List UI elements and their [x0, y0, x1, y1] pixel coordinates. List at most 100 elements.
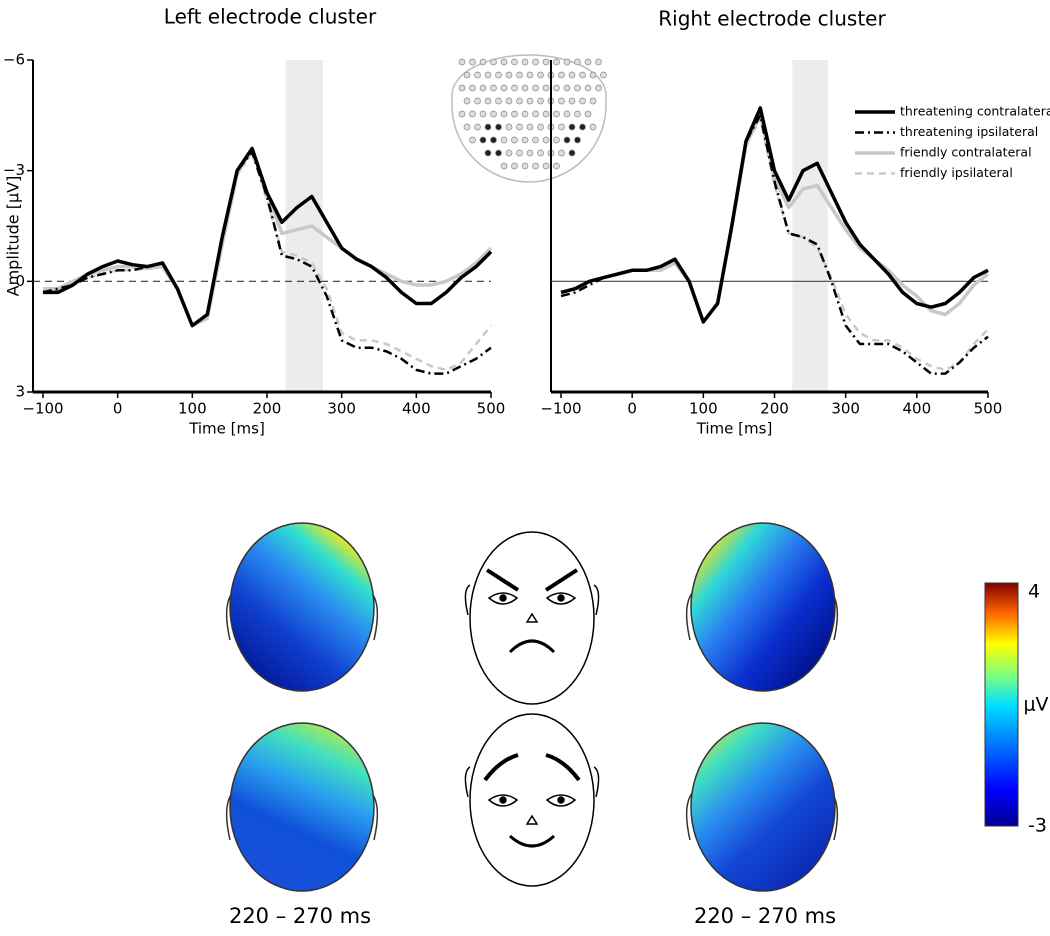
electrode — [553, 136, 560, 144]
electrode — [505, 97, 513, 105]
electrode — [500, 136, 508, 144]
series-line — [43, 150, 492, 372]
legend-label: friendly ipsilateral — [900, 165, 1013, 180]
electrode — [553, 58, 560, 66]
electrode — [495, 71, 502, 79]
chart-title: Right electrode cluster — [658, 7, 886, 31]
electrode — [458, 110, 466, 118]
electrode — [537, 97, 544, 105]
electrode-inset — [451, 54, 607, 183]
electrode — [463, 123, 471, 131]
electrode — [553, 84, 560, 92]
electrode — [574, 58, 581, 66]
electrode — [563, 136, 571, 144]
electrode — [469, 110, 476, 118]
electrode — [500, 84, 508, 92]
colorbar — [984, 582, 1019, 827]
electrode — [584, 110, 592, 118]
electrode — [516, 97, 523, 105]
electrode — [463, 71, 471, 79]
electrode — [484, 149, 492, 157]
electrode — [579, 71, 586, 79]
electrode — [479, 136, 487, 144]
electrode — [490, 136, 497, 144]
series-line — [560, 106, 989, 324]
electrode — [511, 162, 518, 170]
electrode — [568, 123, 576, 131]
electrode — [595, 84, 602, 92]
electrode — [511, 136, 518, 144]
electrode — [495, 123, 502, 131]
electrode — [490, 84, 497, 92]
x-tick-label: 400 — [903, 400, 932, 418]
electrode — [484, 97, 492, 105]
electrode — [579, 123, 586, 131]
electrode — [495, 149, 502, 157]
x-tick-label: 500 — [477, 400, 506, 418]
series-line — [560, 114, 989, 375]
electrode — [558, 97, 565, 105]
face-threatening — [464, 531, 600, 705]
electrode — [532, 110, 539, 118]
x-tick-label: −100 — [540, 400, 581, 418]
electrode — [584, 58, 592, 66]
electrode — [537, 123, 544, 131]
electrode — [532, 84, 539, 92]
electrode — [463, 97, 471, 105]
x-tick-label: 200 — [253, 400, 282, 418]
electrode — [542, 136, 550, 144]
electrode — [558, 71, 565, 79]
electrode — [579, 97, 586, 105]
electrode — [526, 71, 534, 79]
series-line — [42, 150, 492, 375]
x-tick-label: 100 — [689, 400, 718, 418]
electrode — [558, 149, 565, 157]
electrode — [589, 97, 597, 105]
x-tick-label: −100 — [22, 400, 63, 418]
electrode — [563, 58, 571, 66]
x-tick-label: 100 — [178, 400, 207, 418]
electrode — [600, 71, 607, 79]
electrode — [484, 123, 492, 131]
x-tick-label: 0 — [627, 400, 637, 418]
x-axis-label: Time [ms] — [188, 420, 265, 438]
x-axis-label: Time [ms] — [696, 420, 773, 438]
electrode — [469, 136, 476, 144]
topomap-label: 220 – 270 ms — [229, 904, 371, 928]
electrode — [542, 84, 550, 92]
electrode — [490, 58, 497, 66]
electrode — [589, 71, 597, 79]
colorbar-label: μV — [1023, 694, 1048, 716]
electrode — [505, 71, 513, 79]
electrode — [516, 123, 523, 131]
electrode — [542, 162, 550, 170]
series-line — [43, 146, 493, 328]
electrode — [474, 123, 481, 131]
time-window — [285, 60, 323, 392]
electrode — [500, 162, 508, 170]
electrode — [584, 84, 592, 92]
electrode — [537, 71, 544, 79]
electrode — [511, 84, 518, 92]
electrode — [490, 110, 497, 118]
electrode — [511, 110, 518, 118]
electrode — [563, 84, 571, 92]
electrode — [532, 136, 539, 144]
y-tick-label: −6 — [3, 51, 25, 69]
electrode — [458, 58, 466, 66]
electrode — [521, 110, 529, 118]
electrode — [469, 58, 476, 66]
electrode — [458, 84, 466, 92]
electrode — [526, 123, 534, 131]
electrode — [595, 58, 602, 66]
electrode — [521, 162, 529, 170]
electrode — [505, 149, 513, 157]
colorbar-tick-label: -3 — [1028, 815, 1047, 837]
electrode — [532, 162, 539, 170]
x-tick-label: 300 — [327, 400, 356, 418]
electrode — [542, 58, 550, 66]
y-tick-label: −3 — [3, 161, 25, 179]
electrode — [479, 110, 487, 118]
electrode — [563, 110, 571, 118]
